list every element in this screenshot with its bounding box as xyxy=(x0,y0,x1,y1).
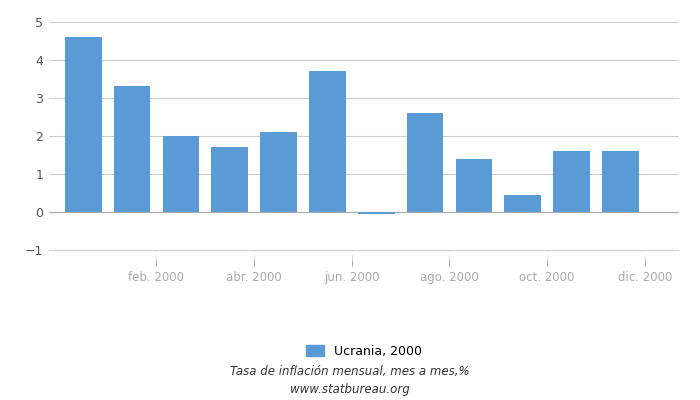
Text: Tasa de inflación mensual, mes a mes,%: Tasa de inflación mensual, mes a mes,% xyxy=(230,366,470,378)
Bar xyxy=(456,159,492,212)
Bar xyxy=(505,195,541,212)
Text: www.statbureau.org: www.statbureau.org xyxy=(290,384,410,396)
Bar xyxy=(309,71,346,212)
Bar xyxy=(162,136,199,212)
Bar xyxy=(65,37,101,212)
Bar xyxy=(553,151,590,212)
Bar xyxy=(113,86,150,212)
Bar xyxy=(260,132,297,212)
Legend: Ucrania, 2000: Ucrania, 2000 xyxy=(306,345,422,358)
Bar xyxy=(602,151,638,212)
Bar xyxy=(211,148,248,212)
Bar xyxy=(358,212,395,214)
Bar xyxy=(407,113,443,212)
